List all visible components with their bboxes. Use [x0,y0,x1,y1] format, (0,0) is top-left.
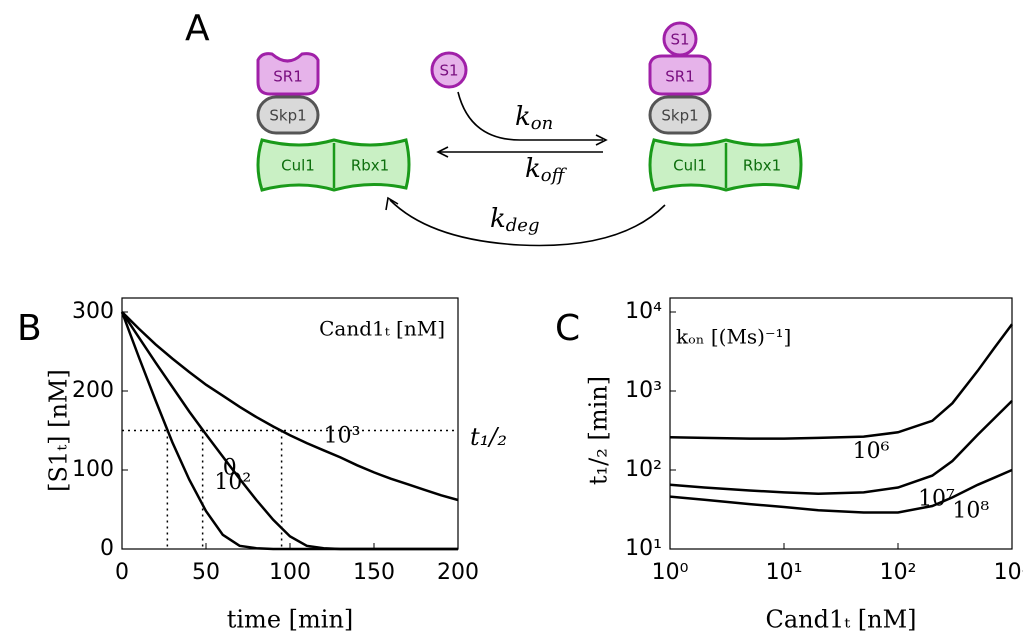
x-tick-label: 10² [880,560,917,585]
left-complex: SR1 Skp1 Cul1 Rbx1 [256,52,411,192]
x-tick-label: 100 [269,560,311,585]
arrow-head [595,134,608,146]
x-axis-label: Cand1ₜ [nM] [765,606,916,634]
sr1-shape [256,52,320,96]
x-tick-label: 200 [437,560,479,585]
x-tick-label: 0 [115,560,129,585]
arrow-head [436,146,449,158]
half-life-label: t₁/₂ [470,423,507,451]
skp1-shape [256,95,320,135]
right-complex: S1 SR1 Skp1 Cul1 Rbx1 [648,21,803,192]
arrow-head [385,196,399,211]
series-line [669,323,1014,440]
skp1-label: Skp1 [661,107,698,125]
s1-shape [430,51,468,89]
on-arrow [457,91,603,141]
series-line [669,400,1013,496]
y-tick-label: 10⁴ [625,299,662,324]
deg-arrow [389,199,666,247]
y-axis-label: t₁/₂ [min] [585,376,613,485]
y-tick-label: 200 [72,378,114,403]
x-tick-label: 150 [353,560,395,585]
sr1-label: SR1 [665,68,695,86]
series-label: 0 [223,456,237,481]
panel-label: A [185,8,210,49]
series-line [120,311,458,551]
y-axis-label: [S1ₜ] [nM] [45,369,73,492]
x-tick-label: 10³ [994,560,1023,585]
x-tick-label: 10⁰ [652,560,689,585]
rbx1-label: Rbx1 [351,157,389,175]
x-tick-label: 10¹ [766,560,803,585]
kdeg-label: kdeg [490,204,539,236]
skp1-shape [648,95,712,135]
cul1-label: Cul1 [281,157,315,175]
plot-frame [669,297,1013,550]
y-tick-label: 0 [100,536,114,561]
s1-label: S1 [670,31,689,49]
cul1-label: Cul1 [673,157,707,175]
y-tick-label: 10² [625,457,662,482]
legend-title: Cand1ₜ [nM] [319,317,445,341]
series-label: 10³ [324,423,361,448]
y-tick-label: 100 [72,457,114,482]
s1-label: S1 [439,62,458,80]
legend-title: kₒₙ [(Ms)⁻¹] [676,325,791,349]
x-axis-label: time [min] [227,606,354,634]
koff-label: koff [525,154,568,186]
kon-label: kon [515,102,553,134]
series-label: 10⁸ [952,498,989,523]
y-tick-label: 300 [72,299,114,324]
panel-label: B [17,308,42,349]
series-label: 10⁶ [853,439,890,464]
series-line [669,468,1013,514]
sr1-shape [648,54,712,96]
y-tick-label: 10³ [625,378,662,403]
series-label: 10² [214,470,251,495]
sr1-label: SR1 [273,68,303,86]
y-tick-label: 10¹ [625,536,662,561]
panel-label: C [555,308,580,349]
rbx1-label: Rbx1 [743,157,781,175]
x-tick-label: 50 [192,560,220,585]
skp1-label: Skp1 [269,107,306,125]
series-line [121,311,459,502]
